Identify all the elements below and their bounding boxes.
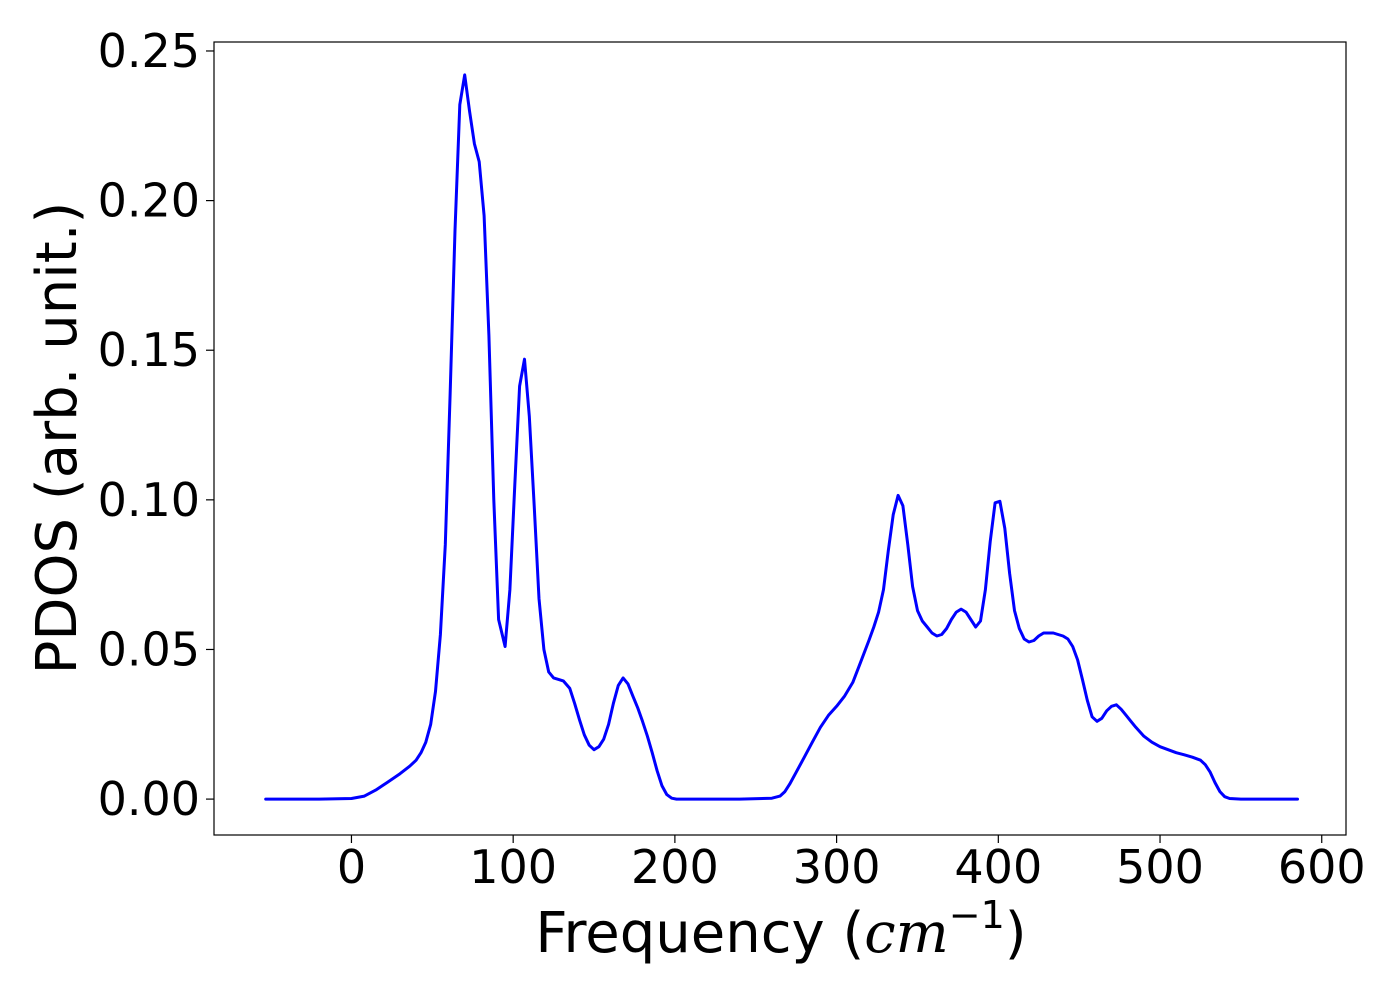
- x-axis-title: Frequency (cm−1): [535, 893, 1026, 966]
- x-axis-ticks: 0 100 200 300 400 500 600: [337, 835, 1366, 894]
- y-axis-ticks: 0.00 0.05 0.10 0.15 0.20 0.25: [98, 24, 214, 826]
- x-tick-label: 400: [954, 840, 1042, 894]
- x-tick-label: 0: [337, 840, 366, 894]
- y-axis-title: PDOS (arb. unit.): [25, 202, 90, 675]
- x-tick-label: 600: [1278, 840, 1366, 894]
- y-tick-label: 0.00: [98, 772, 200, 826]
- x-axis-title-suffix: ): [1005, 901, 1027, 966]
- y-tick-label: 0.25: [98, 24, 200, 78]
- x-axis-title-prefix: Frequency (: [535, 901, 864, 966]
- pdos-series-line: [264, 73, 1299, 801]
- plot-frame: [213, 41, 1347, 836]
- x-axis-title-math: cm: [864, 901, 948, 966]
- series-layer: [264, 73, 1299, 801]
- x-axis-title-exponent: −1: [949, 893, 1005, 937]
- y-tick-label: 0.20: [98, 174, 200, 228]
- x-tick-label: 300: [793, 840, 881, 894]
- x-tick-label: 200: [631, 840, 719, 894]
- y-tick-label: 0.05: [98, 622, 200, 676]
- x-tick-label: 500: [1116, 840, 1204, 894]
- x-tick-label: 100: [469, 840, 557, 894]
- y-tick-label: 0.10: [98, 473, 200, 527]
- y-tick-label: 0.15: [98, 323, 200, 377]
